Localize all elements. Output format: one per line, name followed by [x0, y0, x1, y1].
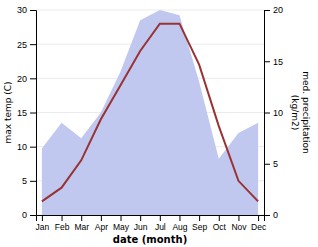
tick: 20: [17, 74, 36, 84]
tick-label: Nov: [231, 222, 247, 232]
marks: [42, 10, 258, 215]
tick: Jul: [155, 215, 166, 232]
area: [42, 10, 258, 215]
tick-mark: [30, 78, 36, 79]
tick-mark: [160, 215, 161, 221]
tick-mark: [30, 181, 36, 182]
tick-label: 15: [17, 108, 27, 118]
axis-line: [37, 216, 265, 222]
tick-label: Jul: [155, 222, 166, 232]
tick: May: [113, 215, 130, 232]
line: [42, 24, 258, 202]
tick-label: Mar: [74, 222, 89, 232]
grid: [36, 10, 264, 215]
tick-mark: [140, 215, 141, 221]
tick: Nov: [231, 215, 247, 232]
tick-label: 10: [17, 142, 27, 152]
tick-mark: [258, 215, 259, 221]
tick-mark: [238, 215, 239, 221]
tick: 0: [22, 210, 36, 220]
tick-label: 20: [273, 5, 283, 15]
tick-label: Sep: [192, 222, 207, 232]
plot: Jan Feb Mar Apr May Jun Jul Aug Sep Oct Nov Dec 0 5 10…: [17, 5, 283, 232]
grid-line: [36, 10, 264, 11]
tick-label: Feb: [55, 222, 70, 232]
tick-label: Oct: [213, 222, 227, 232]
tick-label: 20: [17, 74, 27, 84]
tick-mark: [30, 147, 36, 148]
y-axis: 0 5 10 15 20 25 30: [17, 5, 37, 220]
tick: Jun: [134, 215, 148, 232]
tick: 30: [17, 5, 36, 15]
tick: Jan: [36, 215, 50, 232]
tick-mark: [179, 215, 180, 221]
axis-line: [30, 11, 37, 216]
tick: 15: [264, 57, 283, 67]
tick-mark: [264, 10, 270, 11]
tick: 15: [17, 108, 36, 118]
tick-mark: [264, 61, 270, 62]
tick: 25: [17, 40, 36, 50]
tick-label: Apr: [95, 222, 108, 232]
tick-label: May: [113, 222, 130, 232]
tick-label: Jan: [36, 222, 50, 232]
y-axis-title: max temp (C): [3, 81, 13, 143]
tick: Oct: [213, 215, 227, 232]
tick-label: 30: [17, 5, 27, 15]
tick-label: Jun: [134, 222, 148, 232]
tick-mark: [42, 215, 43, 221]
tick: Sep: [192, 215, 207, 232]
tick: Feb: [55, 215, 70, 232]
x-axis-title: date (month): [113, 234, 187, 245]
tick-label: 0: [22, 210, 27, 220]
y2-axis: 0 5 10 15 20: [264, 5, 283, 220]
tick: 5: [22, 176, 36, 186]
tick-mark: [30, 113, 36, 114]
tick-mark: [264, 113, 270, 114]
tick-mark: [219, 215, 220, 221]
tick-label: 5: [273, 159, 278, 169]
tick-label: 10: [273, 108, 283, 118]
tick-mark: [30, 44, 36, 45]
tick-mark: [199, 215, 200, 221]
y2-axis-title-line: med. precipitation: [301, 71, 311, 153]
chart: Jan Feb Mar Apr May Jun Jul Aug Sep Oct Nov Dec 0 5 10…: [0, 0, 318, 247]
tick: 10: [17, 142, 36, 152]
tick: 10: [264, 108, 283, 118]
tick-label: 15: [273, 57, 283, 67]
tick: Apr: [95, 215, 108, 232]
tick-mark: [62, 215, 63, 221]
y2-axis-title-line: (kg/m2): [290, 95, 300, 130]
x-axis: Jan Feb Mar Apr May Jun Jul Aug Sep Oct Nov Dec: [36, 215, 267, 232]
tick: 20: [264, 5, 283, 15]
tick-mark: [121, 215, 122, 221]
y2-axis-title: med. precipitation(kg/m2): [290, 71, 311, 153]
tick-label: 0: [273, 210, 278, 220]
tick-mark: [264, 164, 270, 165]
tick: Aug: [172, 215, 187, 232]
tick-label: Aug: [172, 222, 187, 232]
axis-line: [265, 11, 271, 216]
tick-mark: [81, 215, 82, 221]
tick-mark: [101, 215, 102, 221]
tick-mark: [264, 215, 270, 216]
tick: 0: [264, 210, 278, 220]
tick-label: 5: [22, 176, 27, 186]
tick: Mar: [74, 215, 89, 232]
tick: Dec: [251, 215, 267, 232]
tick: 5: [264, 159, 278, 169]
tick-label: Dec: [251, 222, 267, 232]
tick-label: 25: [17, 40, 27, 50]
tick-mark: [30, 10, 36, 11]
tick-mark: [30, 215, 36, 216]
